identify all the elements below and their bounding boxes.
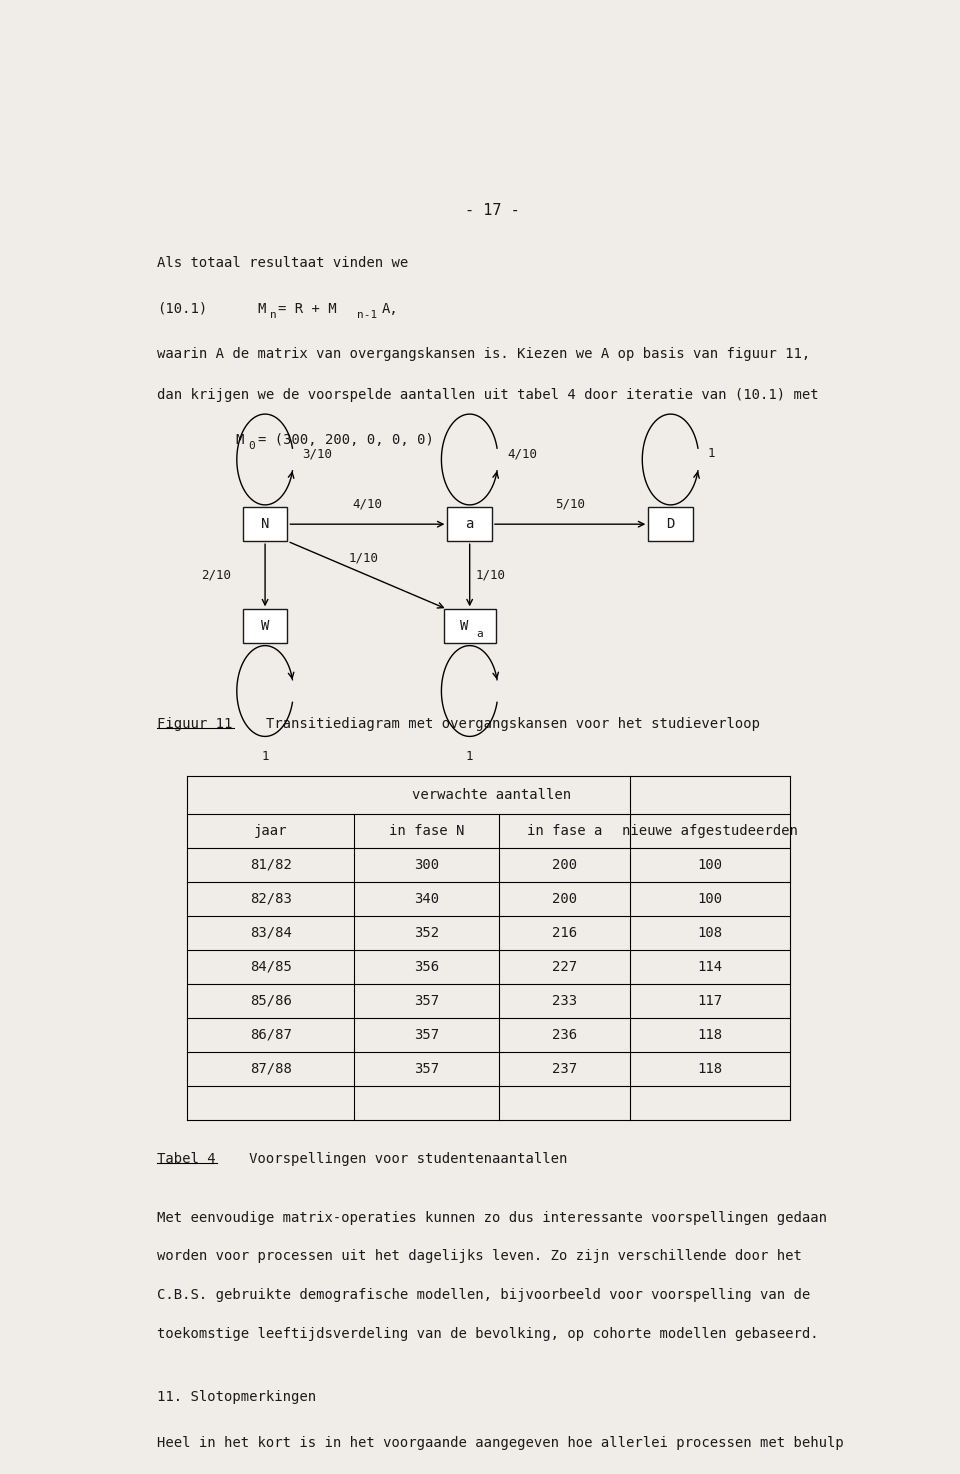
FancyBboxPatch shape (243, 609, 287, 643)
Text: dan krijgen we de voorspelde aantallen uit tabel 4 door iteratie van (10.1) met: dan krijgen we de voorspelde aantallen u… (157, 388, 819, 402)
Text: 200: 200 (552, 892, 577, 905)
Text: N: N (261, 517, 269, 531)
Text: 1: 1 (261, 750, 269, 764)
Text: 216: 216 (552, 926, 577, 940)
FancyBboxPatch shape (648, 507, 693, 541)
Text: 233: 233 (552, 993, 577, 1008)
Text: n-1: n-1 (356, 310, 377, 320)
Text: W: W (261, 619, 269, 634)
Text: C.B.S. gebruikte demografische modellen, bijvoorbeeld voor voorspelling van de: C.B.S. gebruikte demografische modellen,… (157, 1288, 810, 1302)
Text: 227: 227 (552, 960, 577, 974)
Text: 1/10: 1/10 (348, 551, 378, 565)
Text: 357: 357 (415, 1027, 440, 1042)
Text: 5/10: 5/10 (555, 497, 586, 510)
Text: 100: 100 (697, 892, 722, 905)
Text: 85/86: 85/86 (250, 993, 292, 1008)
Text: 236: 236 (552, 1027, 577, 1042)
Text: (10.1): (10.1) (157, 302, 207, 315)
Text: - 17 -: - 17 - (465, 203, 519, 218)
Text: Figuur 11    Transitiediagram met overgangskansen voor het studieverloop: Figuur 11 Transitiediagram met overgangs… (157, 718, 760, 731)
Text: A,: A, (382, 302, 398, 315)
FancyBboxPatch shape (243, 507, 287, 541)
Text: D: D (666, 517, 675, 531)
Text: 108: 108 (697, 926, 722, 940)
FancyBboxPatch shape (444, 609, 495, 643)
Text: M: M (235, 433, 244, 448)
Text: verwachte aantallen: verwachte aantallen (413, 789, 571, 802)
Text: 2/10: 2/10 (202, 569, 231, 582)
Text: a: a (477, 629, 484, 640)
Text: Met eenvoudige matrix-operaties kunnen zo dus interessante voorspellingen gedaan: Met eenvoudige matrix-operaties kunnen z… (157, 1210, 828, 1225)
Text: 83/84: 83/84 (250, 926, 292, 940)
Text: 118: 118 (697, 1061, 722, 1076)
Text: = R + M: = R + M (278, 302, 337, 315)
Text: 352: 352 (415, 926, 440, 940)
Text: 340: 340 (415, 892, 440, 905)
Text: 300: 300 (415, 858, 440, 871)
Text: 117: 117 (697, 993, 722, 1008)
Text: 357: 357 (415, 993, 440, 1008)
FancyBboxPatch shape (447, 507, 492, 541)
Text: 0: 0 (248, 441, 254, 451)
Text: 200: 200 (552, 858, 577, 871)
Text: in fase N: in fase N (389, 824, 465, 837)
Text: 357: 357 (415, 1061, 440, 1076)
Text: 237: 237 (552, 1061, 577, 1076)
Text: 87/88: 87/88 (250, 1061, 292, 1076)
Text: M: M (257, 302, 266, 315)
Text: 1: 1 (466, 750, 473, 764)
Text: n: n (271, 310, 277, 320)
Text: 4/10: 4/10 (352, 497, 382, 510)
Text: jaar: jaar (253, 824, 287, 837)
Text: 86/87: 86/87 (250, 1027, 292, 1042)
Text: W: W (460, 619, 468, 634)
Text: 3/10: 3/10 (302, 447, 332, 460)
Text: waarin A de matrix van overgangskansen is. Kiezen we A op basis van figuur 11,: waarin A de matrix van overgangskansen i… (157, 348, 810, 361)
Text: 114: 114 (697, 960, 722, 974)
Text: 4/10: 4/10 (507, 447, 537, 460)
Text: 81/82: 81/82 (250, 858, 292, 871)
Text: 100: 100 (697, 858, 722, 871)
Text: toekomstige leeftijdsverdeling van de bevolking, op cohorte modellen gebaseerd.: toekomstige leeftijdsverdeling van de be… (157, 1327, 819, 1341)
Text: 118: 118 (697, 1027, 722, 1042)
Text: = (300, 200, 0, 0, 0): = (300, 200, 0, 0, 0) (257, 433, 434, 448)
Text: a: a (466, 517, 474, 531)
Text: 11. Slotopmerkingen: 11. Slotopmerkingen (157, 1390, 317, 1405)
Text: 356: 356 (415, 960, 440, 974)
Text: 84/85: 84/85 (250, 960, 292, 974)
Text: 1/10: 1/10 (475, 569, 506, 582)
Text: in fase a: in fase a (527, 824, 602, 837)
Text: 1: 1 (708, 447, 715, 460)
Text: worden voor processen uit het dagelijks leven. Zo zijn verschillende door het: worden voor processen uit het dagelijks … (157, 1250, 802, 1263)
Text: 82/83: 82/83 (250, 892, 292, 905)
Text: Tabel 4    Voorspellingen voor studentenaantallen: Tabel 4 Voorspellingen voor studentenaan… (157, 1151, 567, 1166)
Text: Heel in het kort is in het voorgaande aangegeven hoe allerlei processen met behu: Heel in het kort is in het voorgaande aa… (157, 1436, 844, 1449)
Text: nieuwe afgestudeerden: nieuwe afgestudeerden (622, 824, 798, 837)
Text: Als totaal resultaat vinden we: Als totaal resultaat vinden we (157, 256, 408, 270)
